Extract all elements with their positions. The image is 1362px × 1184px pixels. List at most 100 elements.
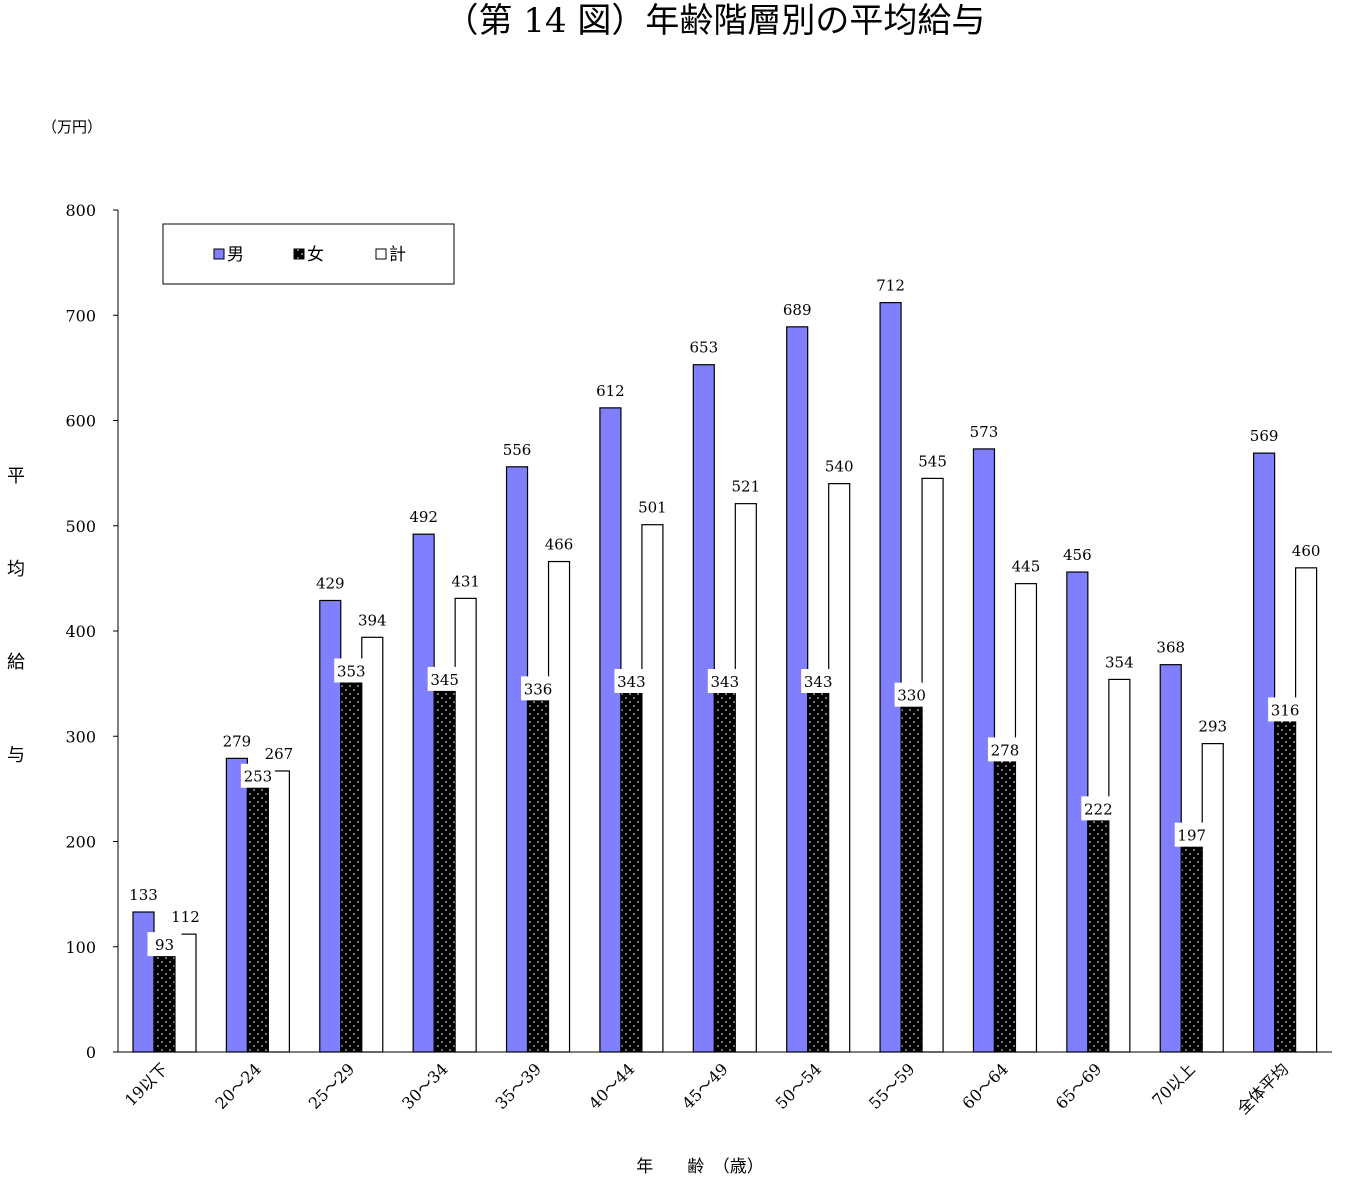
bar-group: 429 353 394 bbox=[316, 574, 387, 1053]
bar-female bbox=[713, 690, 736, 1053]
bar-group: 133 93 112 bbox=[129, 886, 200, 1053]
legend: 男女計 bbox=[162, 223, 455, 285]
data-label-female: 345 bbox=[430, 671, 459, 689]
bar-group: 712 330 545 bbox=[876, 277, 947, 1053]
bar-group: 653 343 521 bbox=[689, 339, 760, 1053]
bar-total bbox=[828, 483, 851, 1053]
x-tick-label: 45～49 bbox=[678, 1059, 732, 1113]
data-label-male: 612 bbox=[596, 382, 625, 400]
x-tick-label: 40～44 bbox=[585, 1059, 639, 1113]
data-label-male: 556 bbox=[503, 441, 532, 459]
data-label-female: 330 bbox=[897, 687, 926, 705]
data-label-female: 222 bbox=[1084, 800, 1113, 818]
bar-group: 368 197 293 bbox=[1156, 639, 1227, 1053]
data-label-total: 460 bbox=[1292, 542, 1321, 560]
bar-female bbox=[1180, 844, 1203, 1053]
x-tick-label: 55～59 bbox=[865, 1059, 919, 1113]
y-axis-label-char: 平 bbox=[7, 466, 25, 487]
bar-group: 569 316 460 bbox=[1250, 427, 1321, 1053]
y-tick-label: 700 bbox=[65, 306, 96, 325]
data-label-total: 545 bbox=[918, 452, 947, 470]
x-tick-label: 65～69 bbox=[1052, 1059, 1106, 1113]
bar-female bbox=[807, 690, 830, 1053]
bar-total bbox=[174, 933, 197, 1053]
bar-male bbox=[692, 364, 715, 1053]
data-label-background bbox=[614, 668, 649, 693]
bar-male bbox=[225, 757, 248, 1053]
data-label-female: 343 bbox=[617, 673, 646, 691]
legend-label: 女 bbox=[307, 245, 324, 265]
y-tick-label: 100 bbox=[65, 938, 96, 957]
data-label-female: 343 bbox=[804, 673, 833, 691]
bar-female bbox=[433, 688, 456, 1053]
bar-total bbox=[1295, 567, 1318, 1053]
bar-female bbox=[246, 785, 269, 1053]
bar-female bbox=[153, 953, 176, 1053]
data-label-total: 521 bbox=[731, 478, 760, 496]
y-tick-label: 300 bbox=[65, 727, 96, 746]
bar-male bbox=[505, 466, 529, 1053]
bar-male bbox=[599, 407, 622, 1053]
bar-total bbox=[547, 560, 571, 1053]
x-tick-label: 60～64 bbox=[958, 1059, 1012, 1113]
data-label-male: 569 bbox=[1250, 427, 1279, 445]
bar-male bbox=[1253, 452, 1276, 1053]
data-label-total: 112 bbox=[171, 908, 200, 926]
bar-female bbox=[993, 758, 1017, 1053]
x-tick-label: 全体平均 bbox=[1233, 1059, 1292, 1118]
data-label-female: 278 bbox=[991, 741, 1020, 759]
data-label-total: 445 bbox=[1012, 558, 1041, 576]
bar-total bbox=[921, 477, 944, 1053]
data-label-background bbox=[894, 682, 929, 707]
legend-box bbox=[162, 223, 455, 285]
data-label-total: 431 bbox=[451, 572, 480, 590]
data-label-total: 267 bbox=[265, 745, 294, 763]
bar-female bbox=[526, 697, 550, 1053]
bar-total bbox=[267, 770, 290, 1053]
data-label-female: 197 bbox=[1177, 827, 1206, 845]
data-label-total: 501 bbox=[638, 499, 667, 517]
data-label-male: 279 bbox=[223, 732, 252, 750]
data-label-background bbox=[1268, 697, 1303, 722]
x-tick-label: 30～34 bbox=[398, 1059, 452, 1113]
legend-swatch bbox=[213, 248, 225, 260]
bar-male bbox=[1159, 664, 1182, 1053]
bar-female bbox=[620, 690, 643, 1053]
data-label-male: 492 bbox=[409, 508, 438, 526]
bar-total bbox=[734, 503, 757, 1053]
data-label-background bbox=[521, 676, 556, 701]
data-label-background bbox=[240, 763, 275, 788]
x-tick-label: 19以下 bbox=[121, 1059, 171, 1109]
bar-group: 556 336 466 bbox=[503, 441, 574, 1053]
x-tick-label: 25～29 bbox=[305, 1059, 359, 1113]
data-label-male: 712 bbox=[876, 277, 905, 295]
data-label-female: 253 bbox=[244, 768, 273, 786]
data-label-female: 316 bbox=[1271, 701, 1300, 719]
y-tick-label: 800 bbox=[65, 201, 96, 220]
bar-group: 612 343 501 bbox=[596, 382, 667, 1053]
bar-female bbox=[900, 704, 923, 1053]
data-label-background bbox=[801, 668, 836, 693]
y-axis-label-char: 均 bbox=[7, 559, 25, 580]
data-label-male: 456 bbox=[1063, 546, 1092, 564]
y-tick-label: 0 bbox=[86, 1043, 96, 1062]
x-tick-label: 50～54 bbox=[772, 1059, 826, 1113]
x-axis-label: 年 齢 （歳） bbox=[636, 1157, 764, 1177]
data-label-female: 343 bbox=[710, 673, 739, 691]
data-label-background bbox=[1174, 822, 1209, 847]
data-label-male: 429 bbox=[316, 574, 345, 592]
x-tick-label: 35～39 bbox=[492, 1059, 546, 1113]
bar-female bbox=[1274, 718, 1297, 1053]
legend-swatch bbox=[375, 248, 387, 260]
bar-female bbox=[1087, 817, 1110, 1053]
bar-total bbox=[641, 524, 664, 1053]
data-label-female: 93 bbox=[155, 936, 174, 954]
bar-total bbox=[361, 636, 384, 1053]
y-axis-label: 平均給与 bbox=[7, 466, 25, 766]
data-label-total: 466 bbox=[545, 536, 574, 554]
legend-label: 男 bbox=[227, 245, 244, 265]
bar-total bbox=[454, 597, 477, 1053]
data-label-male: 133 bbox=[129, 886, 158, 904]
data-label-male: 689 bbox=[783, 301, 812, 319]
